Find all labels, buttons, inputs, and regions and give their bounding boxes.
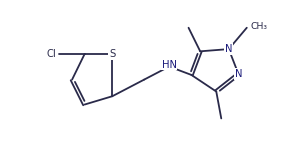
Text: N: N <box>235 69 242 79</box>
Text: N: N <box>225 44 232 54</box>
Text: S: S <box>109 49 115 59</box>
Text: Cl: Cl <box>46 49 56 59</box>
Text: CH₃: CH₃ <box>250 22 267 31</box>
Text: HN: HN <box>162 60 177 70</box>
